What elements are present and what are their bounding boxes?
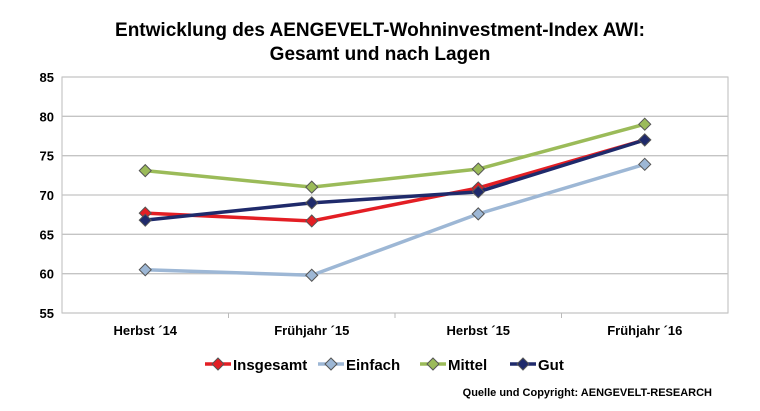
legend-label: Gut: [538, 357, 564, 374]
y-tick-label: 60: [40, 267, 54, 282]
legend-marker: [324, 357, 338, 371]
data-point: [471, 207, 485, 221]
legend-label: Einfach: [346, 357, 400, 374]
series-line-mittel: [145, 122, 646, 189]
series-line-insgesamt: [145, 138, 646, 223]
y-tick-label: 75: [40, 149, 54, 164]
data-point: [638, 133, 652, 147]
chart-title: Entwicklung des AENGEVELT-Wohninvestment…: [115, 20, 645, 41]
y-tick-label: 80: [40, 109, 54, 124]
data-point: [305, 214, 319, 228]
data-point: [138, 263, 152, 277]
data-point: [471, 185, 485, 199]
data-point: [638, 117, 652, 131]
y-tick-label: 85: [40, 70, 54, 85]
data-point: [471, 162, 485, 176]
x-tick-label: Frühjahr ´16: [607, 323, 682, 338]
x-tick-label: Herbst ´15: [446, 323, 510, 338]
data-point: [138, 163, 152, 178]
source-note: Quelle und Copyright: AENGEVELT-RESEARCH: [463, 387, 712, 399]
legend-label: Mittel: [448, 357, 487, 374]
data-point: [638, 157, 652, 172]
x-tick-label: Frühjahr ´15: [274, 323, 349, 338]
legend-label: Insgesamt: [233, 357, 307, 374]
y-tick-label: 55: [40, 306, 54, 321]
legend-marker: [516, 357, 530, 371]
data-point: [138, 213, 152, 227]
series-line-gut: [145, 138, 646, 222]
series-line-einfach: [145, 162, 646, 278]
chart-subtitle: Gesamt und nach Lagen: [270, 44, 491, 65]
data-point: [305, 268, 319, 282]
x-tick-label: Herbst ´14: [113, 323, 177, 338]
legend-marker: [426, 357, 440, 371]
data-point: [305, 180, 319, 194]
y-tick-label: 70: [40, 188, 54, 203]
data-point: [305, 196, 319, 210]
legend-marker: [211, 357, 225, 371]
y-tick-label: 65: [40, 227, 54, 242]
